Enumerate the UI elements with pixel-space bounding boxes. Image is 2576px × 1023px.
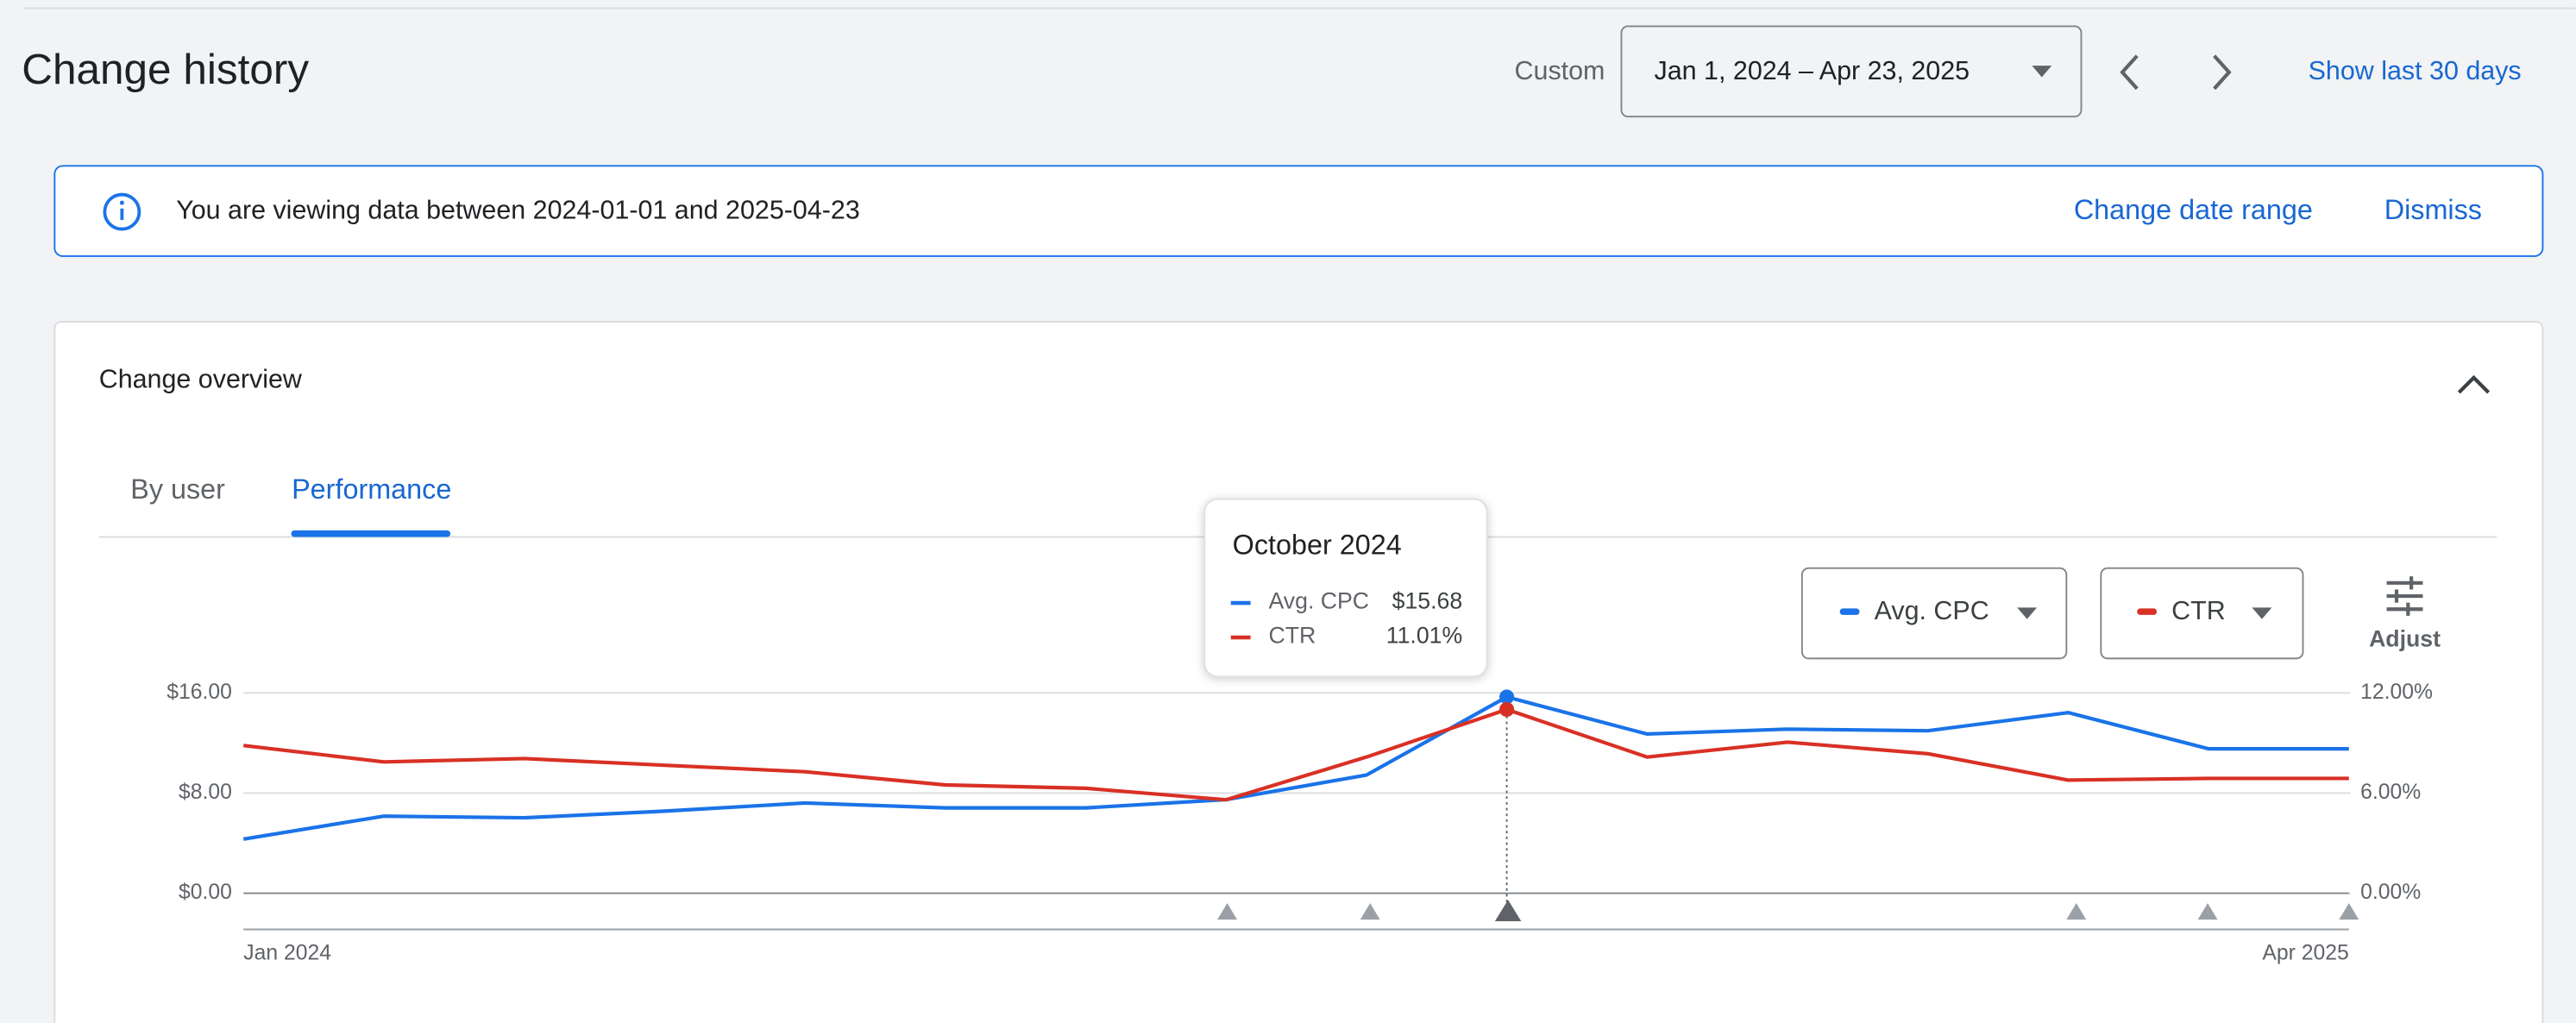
banner-text: You are viewing data between 2024-01-01 … [176,196,860,225]
y2-tick-label: 12.00% [2360,681,2433,704]
metric-selector[interactable]: CTR [2100,567,2304,660]
tooltip-name: Avg. CPC [1269,588,1369,614]
change-marker[interactable] [1217,903,1237,920]
info-icon-dot [119,200,124,205]
change-marker[interactable] [2197,903,2218,920]
tooltip: October 2024 Avg. CPC $15.68 CTR 11.01% [1203,498,1488,678]
y2-tick-label: 0.00% [2360,881,2421,904]
change-marker[interactable] [1494,900,1522,921]
tab-active[interactable]: Performance [292,474,451,505]
tooltip-value: 11.01% [1386,623,1462,649]
prev-button[interactable] [2120,54,2139,91]
x-tick-label: Apr 2025 [2262,942,2348,965]
range-type: Custom [1515,56,1605,85]
change-range-link[interactable]: Change date range [2074,194,2313,225]
date-range[interactable]: Jan 1, 2024 – Apr 23, 2025 [1655,56,1970,85]
tooltip-value: $15.68 [1392,588,1462,614]
tab-indicator [291,530,451,537]
adjust-label[interactable]: Adjust [2369,625,2441,651]
y2-tick-label: 6.00% [2360,781,2421,804]
dismiss-link[interactable]: Dismiss [2384,194,2482,225]
series-line [242,694,2349,841]
x-tick-label: Jan 2024 [243,942,331,965]
tooltip-box [1203,498,1488,678]
selector-swatch [2137,608,2158,615]
change-marker[interactable] [1360,903,1380,920]
y-tick-label: $8.00 [179,781,232,804]
info-icon [103,192,141,231]
dropdown-arrow [2252,607,2272,619]
selector-label[interactable]: Avg. CPC [1875,596,1989,625]
tab[interactable]: By user [130,474,225,505]
page-title: Change history [22,46,309,93]
selector-box[interactable] [2100,567,2304,660]
y-tick-label: $0.00 [179,881,232,904]
tooltip-swatch [1230,600,1251,606]
info-icon-bar [120,208,124,221]
change-marker[interactable] [2066,903,2087,920]
dropdown-arrow [2017,607,2038,619]
hover-dot [1499,701,1515,718]
hover-dot [1499,689,1515,705]
selector-swatch [1839,608,1860,615]
date-box[interactable] [1620,25,2083,118]
y-tick-label: $16.00 [166,681,232,704]
series-line [243,707,2349,802]
tooltip-title: October 2024 [1233,529,1402,560]
next-button[interactable] [2213,54,2232,91]
change-markers [1217,900,2359,921]
tooltip-name: CTR [1269,623,1316,649]
change-marker[interactable] [2339,903,2359,920]
metric-selector[interactable]: Avg. CPC [1800,567,2068,660]
quick-range-link[interactable]: Show last 30 days [2309,56,2522,85]
tooltip-swatch [1230,635,1251,640]
selector-label[interactable]: CTR [2171,596,2226,625]
card-title: Change overview [99,365,303,394]
chart: $0.00 $8.00 $16.00 0.00% 6.00% 12.00% Jan 2024… [166,681,2433,965]
adjust-button[interactable] [2386,576,2423,616]
date-picker[interactable]: Jan 1, 2024 – Apr 23, 2025 [1620,25,2083,118]
selector-box[interactable] [1800,567,2068,660]
dropdown-arrow [2032,66,2052,78]
info-banner [53,165,2544,257]
collapse-button[interactable] [2457,374,2491,394]
